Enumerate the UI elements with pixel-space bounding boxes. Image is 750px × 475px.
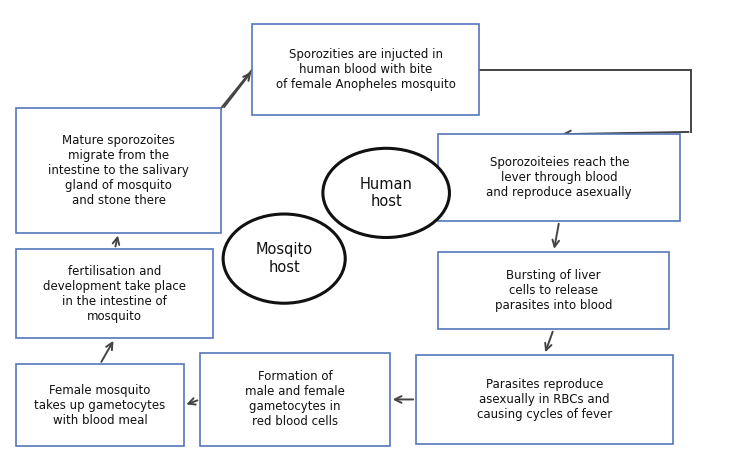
Text: Mature sporozoites
migrate from the
intestine to the salivary
gland of mosquito
: Mature sporozoites migrate from the inte… — [48, 134, 189, 207]
Text: Sporozoiteies reach the
lever through blood
and reproduce asexually: Sporozoiteies reach the lever through bl… — [487, 156, 632, 199]
Text: Parasites reproduce
asexually in RBCs and
causing cycles of fever: Parasites reproduce asexually in RBCs an… — [477, 378, 612, 421]
Text: fertilisation and
development take place
in the intestine of
mosquito: fertilisation and development take place… — [44, 265, 186, 323]
Text: Human
host: Human host — [360, 177, 413, 209]
FancyBboxPatch shape — [252, 24, 479, 115]
FancyBboxPatch shape — [16, 108, 221, 233]
Text: Formation of
male and female
gametocytes in
red blood cells: Formation of male and female gametocytes… — [245, 370, 345, 428]
Text: Mosqito
host: Mosqito host — [256, 242, 313, 275]
Text: Sporozities are injucted in
human blood with bite
of female Anopheles mosquito: Sporozities are injucted in human blood … — [276, 48, 456, 91]
Ellipse shape — [323, 148, 449, 238]
FancyBboxPatch shape — [200, 352, 390, 446]
Ellipse shape — [224, 214, 345, 303]
Text: Female mosquito
takes up gametocytes
with blood meal: Female mosquito takes up gametocytes wit… — [34, 384, 166, 427]
FancyBboxPatch shape — [16, 249, 214, 338]
FancyBboxPatch shape — [16, 364, 184, 446]
Text: Bursting of liver
cells to release
parasites into blood: Bursting of liver cells to release paras… — [495, 269, 613, 312]
FancyBboxPatch shape — [416, 355, 673, 444]
FancyBboxPatch shape — [438, 252, 669, 329]
FancyBboxPatch shape — [438, 134, 680, 221]
